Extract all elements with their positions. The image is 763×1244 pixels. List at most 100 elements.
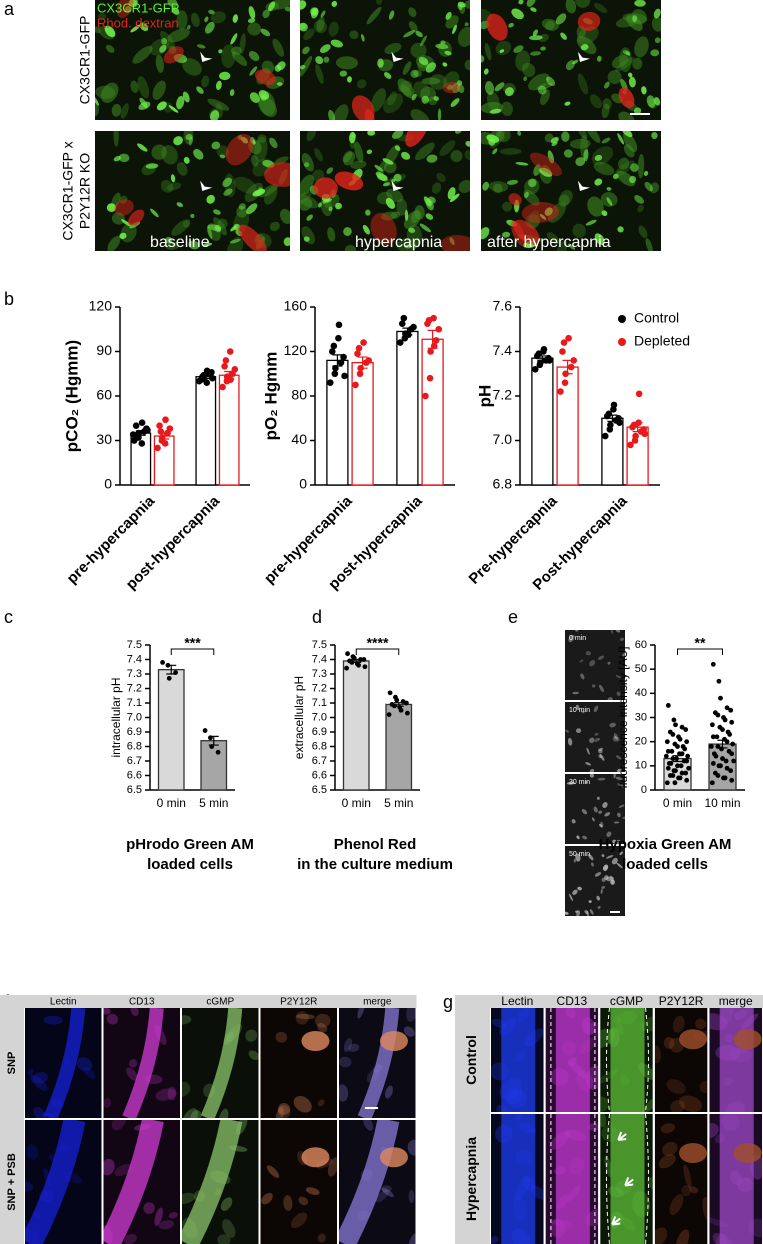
image-blob [95, 26, 101, 34]
image-blob [486, 13, 508, 41]
data-point [671, 717, 677, 723]
image-blob [615, 839, 622, 844]
panel-label: d [312, 607, 322, 627]
image-blob [156, 101, 167, 111]
error-bar [224, 370, 235, 380]
data-point [601, 432, 609, 440]
image-blob [601, 854, 605, 858]
image-blob [529, 35, 543, 41]
image-blob [204, 16, 209, 23]
image-blob [421, 77, 441, 85]
image-blob [339, 1056, 352, 1068]
data-point [398, 320, 406, 327]
data-point [396, 339, 404, 346]
data-point [686, 765, 692, 771]
image-blob [76, 1057, 93, 1072]
image-blob [384, 1085, 393, 1099]
data-point [404, 700, 409, 706]
column-label: P2Y12R [659, 994, 704, 1008]
image-blob [616, 691, 621, 697]
image-blob [121, 219, 132, 227]
image-blob [619, 637, 625, 641]
data-point [632, 432, 639, 440]
image-blob [404, 209, 409, 221]
image-blob [410, 42, 427, 59]
image-blob [190, 1110, 202, 1118]
image-tile [565, 774, 625, 844]
image-blob [586, 747, 590, 755]
column-label: CD13 [557, 994, 588, 1008]
image-blob [166, 182, 182, 191]
image-blob [376, 0, 383, 5]
image-blob [167, 1086, 177, 1101]
image-blob [612, 839, 617, 844]
data-point [675, 744, 680, 749]
image-blob [113, 131, 119, 147]
image-blob [647, 1177, 653, 1191]
data-point [335, 334, 342, 342]
image-blob [365, 209, 371, 216]
image-blob [660, 1123, 676, 1134]
image-blob [264, 186, 278, 205]
image-blob [111, 103, 122, 117]
image-blob [410, 109, 430, 120]
image-blob [585, 219, 597, 226]
image-blob [249, 66, 258, 76]
image-blob [444, 50, 452, 56]
arrowhead [200, 180, 213, 191]
image-blob [327, 1157, 337, 1177]
image-blob [634, 107, 642, 115]
image-blob [640, 1094, 653, 1112]
data-point [708, 744, 714, 749]
y-tick-label: 120 [284, 342, 308, 358]
data-point [546, 357, 553, 364]
y-tick-label: 7.6 [493, 298, 513, 314]
image-blob [607, 70, 622, 85]
image-blob [550, 137, 559, 144]
data-point [728, 768, 734, 774]
legend-label: Depleted [634, 333, 690, 349]
image-blob [663, 1036, 675, 1049]
image-blob [137, 76, 150, 99]
image-blob [510, 220, 526, 247]
image-blob [433, 96, 439, 101]
image-blob [575, 0, 591, 8]
image-blob [555, 13, 567, 25]
image-blob [264, 162, 290, 187]
image-blob [128, 209, 145, 226]
y-tick-label: 160 [284, 298, 308, 314]
image-blob [187, 25, 191, 30]
data-point [616, 419, 623, 427]
image-blob [167, 0, 178, 8]
image-blob [654, 1045, 661, 1064]
image-blob [587, 196, 604, 217]
y-tick-label: 6.6 [312, 769, 327, 781]
image-blob [237, 134, 243, 140]
bar [200, 740, 228, 791]
data-point [430, 314, 437, 322]
data-point [394, 697, 400, 703]
image-blob [530, 7, 537, 12]
image-blob [588, 1122, 599, 1131]
image-blob [431, 182, 442, 194]
image-blob [168, 105, 179, 113]
image-blob [95, 94, 100, 106]
image-blob [97, 13, 107, 20]
image-blob [385, 197, 396, 209]
image-blob [388, 10, 395, 20]
data-point [730, 741, 736, 747]
image-blob [357, 1008, 366, 1019]
image-blob [269, 137, 278, 149]
data-point [684, 739, 690, 745]
bar [531, 357, 554, 486]
image-blob [377, 58, 384, 68]
image-blob [347, 76, 352, 83]
error-bar [393, 702, 404, 707]
y-tick-label: 7.2 [127, 682, 142, 694]
error-bar [672, 755, 683, 763]
image-blob [561, 131, 570, 142]
y-tick-label: 7.0 [312, 711, 327, 723]
image-blob [556, 240, 568, 251]
image-blob [394, 145, 401, 151]
image-blob [82, 1066, 96, 1080]
